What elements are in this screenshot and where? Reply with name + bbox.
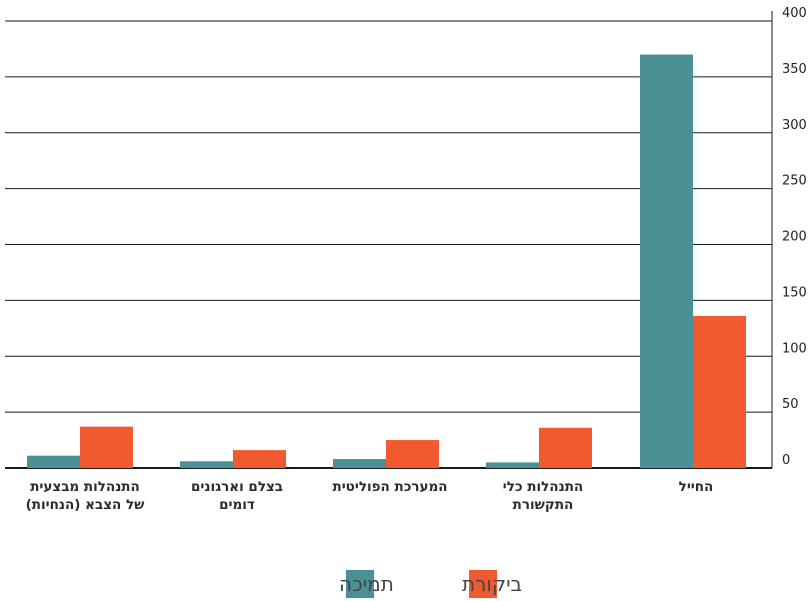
bar-support-1 [180,461,233,468]
category-label-2: המערכת הפוליטית [332,479,447,495]
bar-criticism-4 [693,316,746,468]
bar-support-4 [640,54,693,469]
category-label-3: התנהלות כלי התקשורת [503,479,583,513]
category-label-4: החייל [679,479,714,495]
bar-support-0 [27,455,80,468]
bar-criticism-1 [233,450,286,468]
y-axis: 0 50 100 150 200 250 300 350 400 [771,6,807,468]
bar-criticism-3 [539,427,592,468]
bar-support-2 [333,459,386,468]
bars [27,54,746,469]
legend-swatch-criticism [469,570,497,598]
y-tick-label-0: 0 [782,453,790,468]
legend-label-support: תמיכה [339,572,394,596]
y-tick-label-100: 100 [782,341,807,356]
y-tick-label-50: 50 [782,397,799,412]
category-label-0: התנהלות מבצעית של הצבא (הנחיות) [26,479,146,513]
y-tick-label-250: 250 [782,174,807,189]
bar-criticism-0 [80,426,133,468]
y-tick-label-300: 300 [782,118,807,133]
legend-label-criticism: ביקורת [462,572,522,596]
category-label-1: בצלם וארגונים דומים [191,479,283,513]
y-tick-label-400: 400 [782,6,807,21]
legend-swatch-support [346,570,374,598]
legend: ביקורת תמיכה [339,570,522,598]
y-tick-label-350: 350 [782,62,807,77]
category-labels: התנהלות מבצעית של הצבא (הנחיות) בצלם וארגו… [26,479,714,513]
bar-support-3 [486,462,539,468]
bar-criticism-2 [386,440,439,468]
y-tick-label-150: 150 [782,285,807,300]
y-tick-label-200: 200 [782,230,807,245]
